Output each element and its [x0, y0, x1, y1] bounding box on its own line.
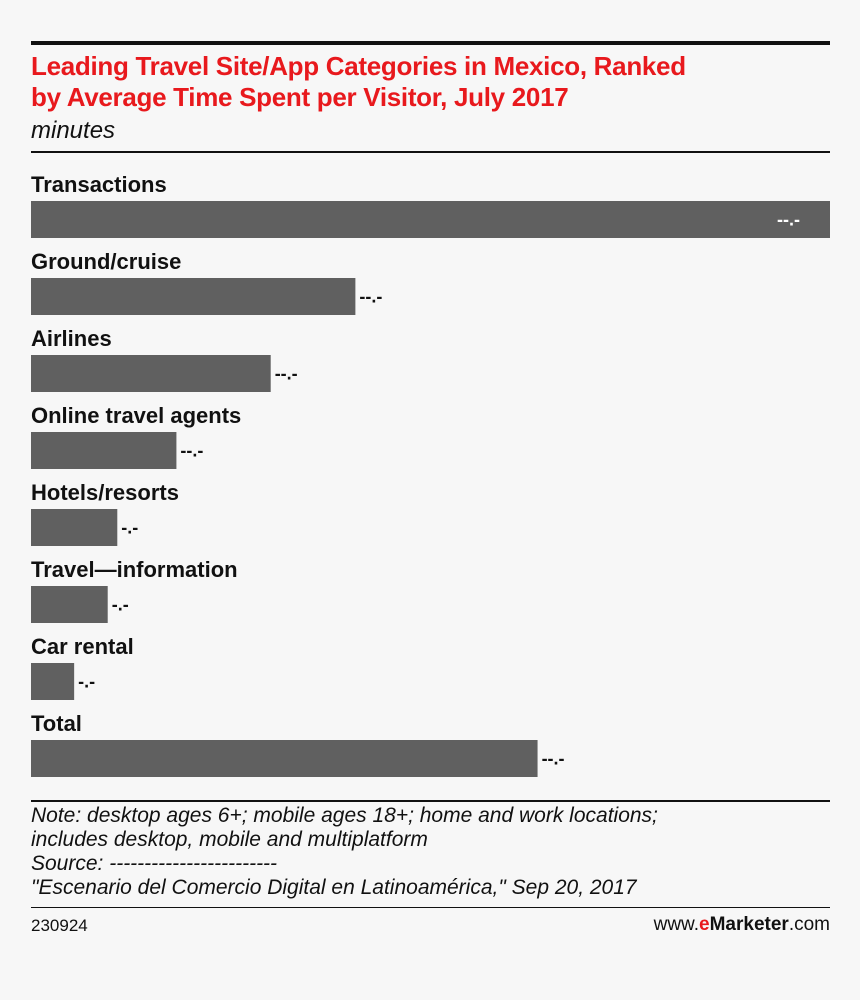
- brand-e: e: [699, 914, 710, 935]
- bar-value-label: -.-: [112, 595, 129, 615]
- chart-notes: Note: desktop ages 6+; mobile ages 18+; …: [31, 804, 830, 900]
- chart-title-line-2: by Average Time Spent per Visitor, July …: [31, 82, 569, 112]
- chart-title: Leading Travel Site/App Categories in Me…: [31, 51, 841, 113]
- bar-value-label: --.-: [275, 364, 298, 384]
- category-label: Hotels/resorts: [31, 480, 179, 505]
- category-label: Total: [31, 711, 82, 736]
- brand-link[interactable]: www.eMarketer.com: [654, 914, 830, 936]
- category-label: Car rental: [31, 634, 134, 659]
- category-label: Transactions: [31, 172, 167, 197]
- bar-value-label: --.-: [359, 287, 382, 307]
- bar-value-label: -.-: [78, 672, 95, 692]
- bar-value-label: --.-: [180, 441, 203, 461]
- brand-name: Marketer: [709, 914, 789, 935]
- notes-rule: [31, 800, 830, 802]
- category-label: Online travel agents: [31, 403, 241, 428]
- bar: [31, 509, 118, 546]
- bar: [31, 432, 177, 469]
- footer-rule: [31, 907, 830, 908]
- chart-subtitle: minutes: [31, 117, 116, 144]
- bar-value-label: -.-: [121, 518, 138, 538]
- bar: [31, 201, 830, 238]
- source-detail: "Escenario del Comercio Digital en Latin…: [31, 876, 637, 899]
- category-label: Ground/cruise: [31, 249, 181, 274]
- brand-suffix: .com: [788, 914, 830, 935]
- bar: [31, 278, 356, 315]
- bar: [31, 586, 108, 623]
- bar-chart: Transactions --.- Ground/cruise --.- Airline…: [31, 172, 830, 777]
- brand-prefix: www.: [653, 914, 700, 935]
- bar: [31, 663, 75, 700]
- bar-value-label: --.-: [777, 210, 800, 230]
- bar: [31, 355, 271, 392]
- source-line: Source: ------------------------: [31, 852, 278, 875]
- category-label: Travel—information: [31, 557, 238, 582]
- category-label: Airlines: [31, 326, 112, 351]
- header-rule: [31, 151, 830, 153]
- bar-value-label: --.-: [542, 749, 565, 769]
- note-line-1: Note: desktop ages 6+; mobile ages 18+; …: [31, 804, 658, 827]
- chart-title-line-1: Leading Travel Site/App Categories in Me…: [31, 51, 686, 81]
- note-line-2: includes desktop, mobile and multiplatfo…: [31, 828, 428, 851]
- top-rule: [31, 41, 830, 45]
- bar: [31, 740, 538, 777]
- chart-id: 230924: [31, 916, 88, 935]
